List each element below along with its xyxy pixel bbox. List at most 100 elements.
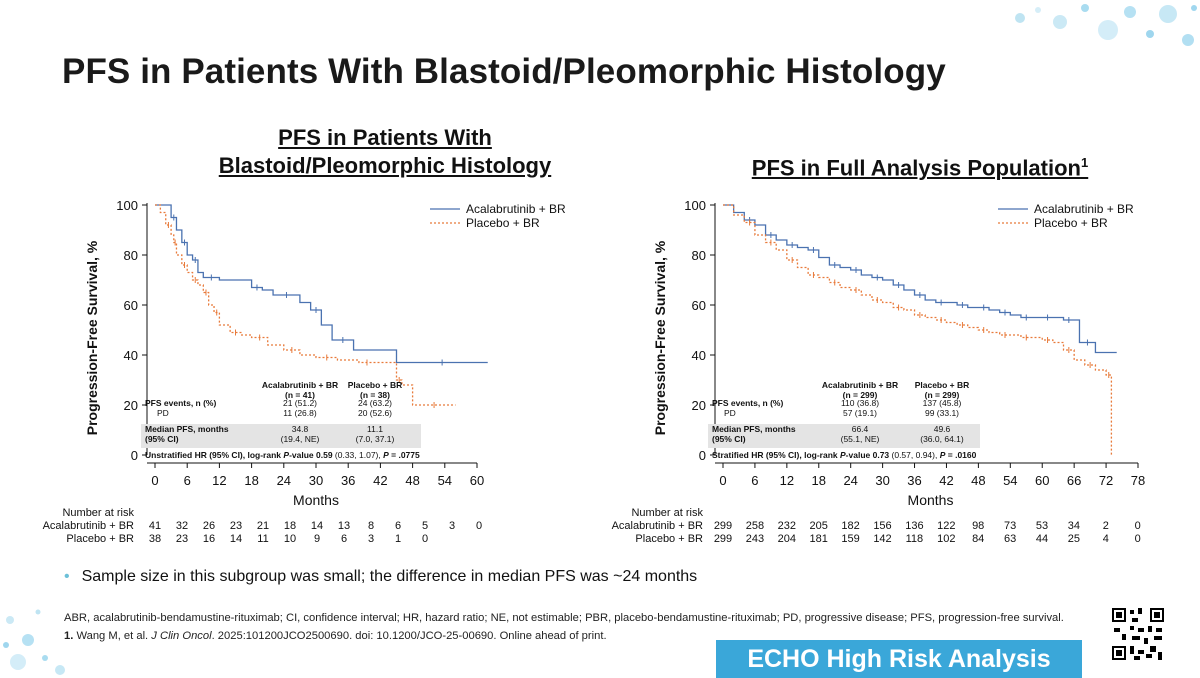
km1-hr-part: 0.59 (316, 450, 333, 460)
km1-x-tick-label: 42 (373, 473, 387, 488)
km2-x-tick-label: 54 (1003, 473, 1017, 488)
km1-y-tick-label: 20 (124, 398, 138, 413)
km2-hr-part: P (840, 450, 846, 460)
km2-risk-value: 0 (1135, 533, 1141, 545)
bubble-decoration (1015, 4, 1197, 46)
km1-risk-row-label: Placebo + BR (66, 533, 134, 545)
footnote-reference: 1. Wang M, et al. J Clin Oncol. 2025:101… (64, 630, 607, 642)
km2-table-cell: 110 (36.8) (841, 398, 879, 408)
km1-legend-label: Acalabrutinib + BR (466, 202, 566, 216)
km2-risk-value: 182 (841, 520, 859, 532)
ref-number: 1. (64, 630, 74, 642)
km1-risk-value: 13 (338, 520, 350, 532)
km2-table-header: Acalabrutinib + BR (822, 380, 898, 390)
km2-risk-value: 232 (778, 520, 796, 532)
bubble-decoration (3, 609, 65, 675)
km2-risk-row-label: Placebo + BR (635, 533, 703, 545)
km2-risk-value: 181 (810, 533, 828, 545)
km1-risk-value: 23 (176, 533, 188, 545)
km2-table-row-label: PD (724, 408, 736, 418)
km2-risk-value: 258 (746, 520, 764, 532)
km1-risk-value: 10 (284, 533, 296, 545)
km2-risk-header: Number at risk (631, 507, 703, 519)
km1-table-row-label: PFS events, n (%) (145, 398, 216, 408)
km2-x-tick-label: 24 (843, 473, 857, 488)
km2-risk-value: 0 (1135, 520, 1141, 532)
km1-table-row-label: Median PFS, months (145, 424, 229, 434)
km1-y-tick-label: 100 (116, 198, 138, 213)
km2-y-tick-label: 100 (684, 198, 706, 213)
km2-x-tick-label: 12 (780, 473, 794, 488)
qr-code-icon[interactable] (1110, 606, 1166, 662)
km2-risk-value: 142 (873, 533, 891, 545)
km1-risk-value: 14 (230, 533, 242, 545)
km2-table-cell: 57 (19.1) (843, 408, 877, 418)
km2-title-sup: 1 (1080, 155, 1089, 170)
km1-table-cell: 21 (51.2) (283, 398, 317, 408)
km2-risk-value: 53 (1036, 520, 1048, 532)
km2-risk-value: 102 (937, 533, 955, 545)
km2-risk-value: 205 (810, 520, 828, 532)
km1-legend-label: Placebo + BR (466, 216, 540, 230)
km1-risk-value: 21 (257, 520, 269, 532)
km1-risk-value: 18 (284, 520, 296, 532)
km2-series-placebo-line (723, 204, 1113, 455)
km2-y-tick-label: 0 (699, 448, 706, 463)
km2-hr-part: Stratified HR (95% CI), log-rank (712, 450, 840, 460)
km1-risk-value: 3 (368, 533, 374, 545)
km2-x-tick-label: 78 (1131, 473, 1145, 488)
km1-risk-value: 14 (311, 520, 323, 532)
km1-table-cell: (7.0, 37.1) (356, 434, 395, 444)
km1-x-tick-label: 0 (151, 473, 158, 488)
km1-series-placebo-line (155, 204, 456, 406)
km2-risk-value: 2 (1103, 520, 1109, 532)
km2-table-header: Placebo + BR (915, 380, 970, 390)
km2-x-tick-label: 60 (1035, 473, 1049, 488)
km2-x-tick-label: 18 (812, 473, 826, 488)
km1-x-tick-label: 30 (309, 473, 323, 488)
km2-table-cell: 49.6 (934, 424, 951, 434)
km1-risk-value: 0 (476, 520, 482, 532)
km2-table-header: (n = 299) (925, 390, 960, 400)
ref-authors: Wang M, et al. (73, 630, 152, 642)
km1-x-axis-label: Months (293, 492, 339, 508)
km2-y-tick-label: 60 (692, 298, 706, 313)
km1-table-header: Acalabrutinib + BR (262, 380, 338, 390)
km2-hr-part: -value (846, 450, 873, 460)
km1-table-cell: (19.4, NE) (281, 434, 320, 444)
km1-title-line-2: Blastoid/Pleomorphic Histology (218, 153, 552, 178)
echo-badge: ECHO High Risk Analysis (716, 640, 1082, 678)
km2-risk-value: 98 (972, 520, 984, 532)
km2-x-tick-label: 36 (907, 473, 921, 488)
km2-y-tick-label: 40 (692, 348, 706, 363)
km2-risk-value: 204 (778, 533, 796, 545)
km2-risk-value: 159 (841, 533, 859, 545)
km1-risk-value: 0 (422, 533, 428, 545)
km2-table-row-label: (95% CI) (712, 434, 746, 444)
km2-risk-value: 44 (1036, 533, 1048, 545)
km2-table-cell: (55.1, NE) (841, 434, 880, 444)
km2-x-tick-label: 66 (1067, 473, 1081, 488)
km1-x-tick-label: 6 (184, 473, 191, 488)
km1-table-header: (n = 38) (360, 390, 390, 400)
km2-risk-value: 73 (1004, 520, 1016, 532)
km2-panel-title: PFS in Full Analysis Population1 (700, 149, 1140, 182)
km2-x-tick-label: 72 (1099, 473, 1113, 488)
km1-hr-part: P (283, 450, 289, 460)
km1-risk-value: 38 (149, 533, 161, 545)
km1-table-cell: 24 (63.2) (358, 398, 392, 408)
km2-table-cell: 99 (33.1) (925, 408, 959, 418)
km2-risk-value: 63 (1004, 533, 1016, 545)
km1-y-axis-label: Progression-Free Survival, % (84, 240, 100, 435)
km1-risk-value: 16 (203, 533, 215, 545)
km2-x-tick-label: 48 (971, 473, 985, 488)
km2-risk-value: 299 (714, 520, 732, 532)
km1-table-cell: 20 (52.6) (358, 408, 392, 418)
km1-risk-row-label: Acalabrutinib + BR (43, 520, 134, 532)
km2-table-cell: 137 (45.8) (923, 398, 962, 408)
km2-table-header: (n = 299) (843, 390, 878, 400)
km2-x-tick-label: 0 (719, 473, 726, 488)
km1-x-tick-label: 18 (244, 473, 258, 488)
